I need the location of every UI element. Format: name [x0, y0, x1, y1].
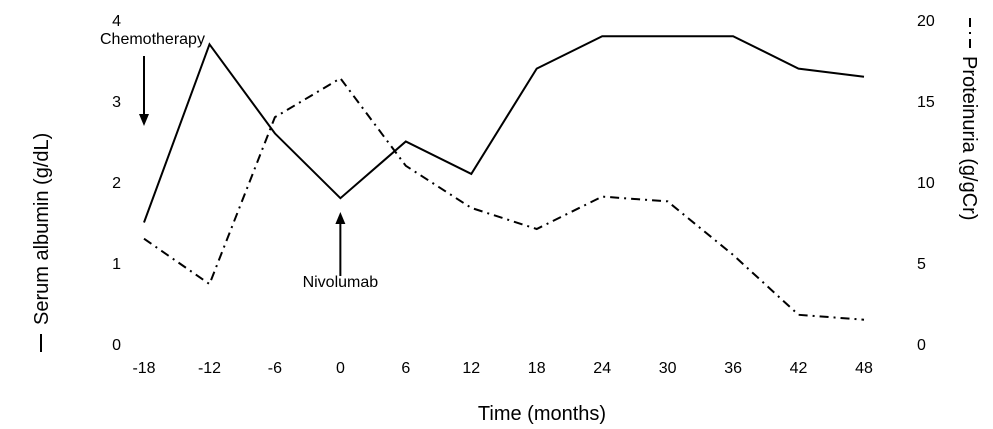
- x-tick-label: 30: [659, 360, 677, 377]
- series-line-albumin: [143, 35, 865, 223]
- y-right-tick-label: 0: [917, 337, 926, 354]
- y-left-tick-label: 2: [112, 175, 121, 192]
- x-tick-label: 24: [593, 360, 611, 377]
- x-tick-label: -18: [132, 360, 155, 377]
- x-tick-label: 42: [790, 360, 808, 377]
- y-left-tick-label: 4: [112, 13, 121, 30]
- x-tick-label: 6: [401, 360, 410, 377]
- arrow-up-icon: [335, 212, 346, 224]
- y-right-tick-label: 15: [917, 94, 935, 111]
- x-axis-title: Time (months): [478, 403, 606, 425]
- plot-lines: [143, 35, 865, 321]
- x-tick-label: -6: [268, 360, 282, 377]
- y-ticks-right: 0 5 10 15 20: [917, 13, 935, 354]
- y-left-tick-label: 0: [112, 337, 121, 354]
- annotations: Chemotherapy Nivolumab: [100, 31, 378, 291]
- x-ticks: -18 -12 -6 0 6 12 18 24 30 36 42 48: [132, 360, 873, 377]
- y-axis-right-title: Proteinuria (g/gCr): [958, 18, 980, 221]
- annotation-label-nivolumab: Nivolumab: [303, 274, 379, 291]
- y-right-tick-label: 10: [917, 175, 935, 192]
- arrow-down-icon: [139, 114, 149, 126]
- y-axis-left-label: Serum albumin (g/dL): [31, 133, 53, 325]
- annotation-label-chemotherapy: Chemotherapy: [100, 31, 205, 48]
- y-right-tick-label: 5: [917, 256, 926, 273]
- x-tick-label: 12: [462, 360, 480, 377]
- y-right-tick-label: 20: [917, 13, 935, 30]
- series-line-proteinuria: [143, 76, 865, 321]
- x-tick-label: -12: [198, 360, 221, 377]
- y-axis-left-title: Serum albumin (g/dL): [31, 133, 53, 352]
- y-left-tick-label: 3: [112, 94, 121, 111]
- x-tick-label: 0: [336, 360, 345, 377]
- y-left-tick-label: 1: [112, 256, 121, 273]
- y-ticks-left: 0 1 2 3 4: [112, 13, 121, 354]
- y-axis-right-label: Proteinuria (g/gCr): [958, 56, 980, 221]
- x-tick-label: 48: [855, 360, 873, 377]
- x-tick-label: 18: [528, 360, 546, 377]
- x-tick-label: 36: [724, 360, 742, 377]
